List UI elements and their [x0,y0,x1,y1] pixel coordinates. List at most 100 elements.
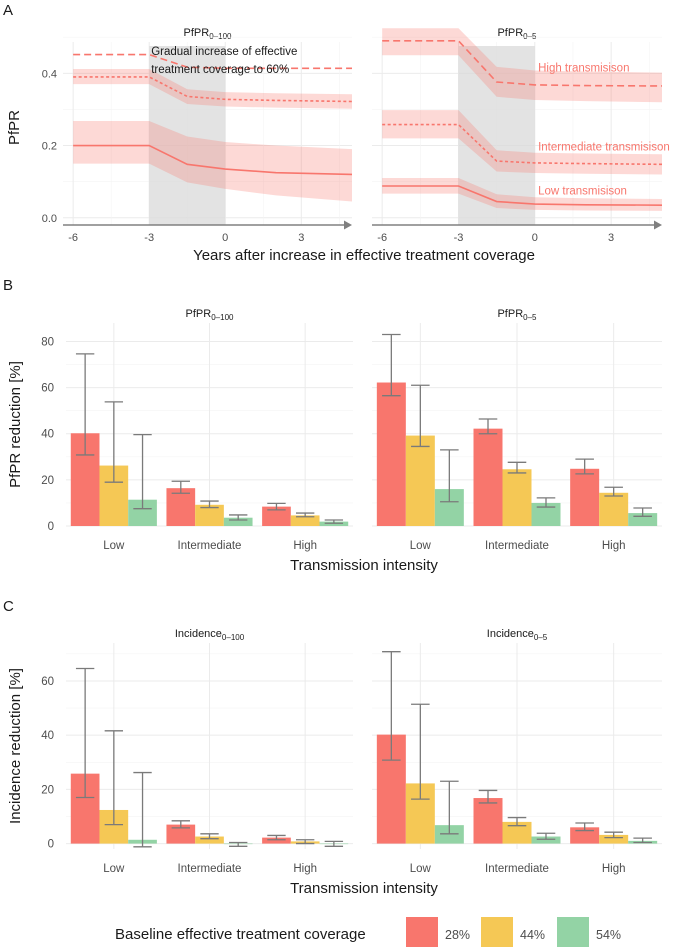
y-tick-label: 40 [41,730,54,742]
facet-a-1: PfPR0–100 Gradual increase of effective tr… [42,27,353,244]
annotation-line: treatment coverage to 60% [151,64,289,76]
series-label: Intermediate transmisison [538,141,670,153]
facet-c-2: Incidence0–5 Low Intermediate High [372,628,662,875]
y-tick-label: 0 [48,839,54,851]
panel-a: A PfPR PfPR0–100 Gradual increase of effect… [3,2,670,264]
x-tick-label: Low [410,863,432,875]
y-tick-label: 20 [41,475,54,487]
x-tick-label: High [293,863,317,875]
y-tick-label: 60 [41,676,54,688]
bar-high-0 [262,837,291,844]
y-tick-label: 0.4 [42,68,57,80]
facet-title-b-2: PfPR0–5 [497,308,537,322]
panel-label-c: C [3,598,14,615]
series-line-low [382,185,663,206]
x-tick-label: Low [103,863,125,875]
y-tick-label: 80 [41,336,54,348]
bar-intermediate-1 [502,821,532,844]
panel-label-b: B [3,277,13,294]
bar-intermediate-1 [195,836,224,844]
bar-intermediate-0 [166,824,196,844]
bar-high-0 [570,468,600,526]
bar-high-1 [599,834,629,844]
facet-title-b-1: PfPR0–100 [186,308,234,322]
facet-title-a-2: PfPR0–5 [497,27,537,41]
bar-low-0 [376,382,406,526]
ci-band-high [382,28,662,103]
x-tick-label: -3 [454,232,464,244]
x-axis-arrowhead [654,220,662,230]
x-axis-arrowhead [344,220,352,230]
x-tick-label: 0 [222,232,228,244]
shaded-period [149,46,226,225]
y-tick-label: 0.2 [42,141,57,153]
shaded-period [458,46,535,225]
facet-title-a-1: PfPR0–100 [184,27,232,41]
bar-intermediate-2 [531,502,561,526]
panel-c: C Incidence reduction [%] Incidence0–100 Lo… [3,598,662,897]
bar-high-1 [290,515,320,526]
y-axis-title-b: PfPR reduction [%] [7,361,24,488]
x-tick-label: Intermediate [178,863,242,875]
bar-high-0 [570,827,600,844]
legend-label-2: 54% [596,928,621,942]
x-tick-label: High [602,540,626,552]
legend-label-0: 28% [445,928,470,942]
y-tick-label: 0 [48,521,54,533]
bar-high-1 [599,492,629,526]
bar-low-1 [405,435,435,526]
annotation-line: Gradual increase of effective [151,46,297,58]
series-line-intermediate [73,76,353,103]
x-tick-label: Intermediate [485,863,549,875]
x-axis-title-b: Transmission intensity [290,557,438,574]
y-tick-label: 40 [41,429,54,441]
ci-band-intermediate [382,110,662,175]
x-tick-label: High [293,540,317,552]
bar-intermediate-0 [473,428,503,526]
bar-intermediate-0 [166,488,196,526]
x-tick-label: 0 [532,232,538,244]
facet-c-1: Incidence0–100 Low Intermediate High 0 20 40 60 [41,628,353,875]
x-tick-label: High [602,863,626,875]
series-label: High transmisison [538,63,629,75]
facet-title-c-1: Incidence0–100 [175,628,245,642]
facet-a-2: PfPR0–5 High transmisison Intermediate tra… [372,27,670,244]
y-tick-label: 60 [41,383,54,395]
series-line-low [73,144,353,176]
y-tick-label: 0.0 [42,213,57,225]
series-label: Low transmisison [538,185,627,197]
x-axis-title-c: Transmission intensity [290,880,438,897]
x-tick-label: Intermediate [178,540,242,552]
legend-title: Baseline effective treatment coverage [115,926,366,943]
x-tick-label: Intermediate [485,540,549,552]
ci-band-low [73,121,352,202]
x-tick-label: -6 [68,232,78,244]
facet-b-2: PfPR0–5 Low Intermediate High [372,308,662,552]
legend-swatch-2 [557,917,589,947]
legend-swatch-0 [406,917,438,947]
y-axis-title-a: PfPR [6,110,23,145]
x-tick-label: -3 [144,232,154,244]
bar-intermediate-0 [473,798,503,844]
ci-band-intermediate [73,69,352,109]
x-tick-label: 3 [298,232,304,244]
series-line-high [73,53,352,70]
panel-b: B PfPR reduction [%] PfPR0–100 Low Intermedi… [3,277,662,574]
facet-b-1: PfPR0–100 Low Intermediate High 0 20 40 60 80 [41,308,353,552]
x-tick-label: -6 [377,232,387,244]
y-tick-label: 20 [41,784,54,796]
x-axis-title-a: Years after increase in effective treatm… [193,247,535,264]
bar-intermediate-2 [223,517,253,526]
series-line-high [382,40,663,87]
bar-intermediate-1 [195,504,224,526]
bar-high-0 [262,506,291,526]
bar-intermediate-2 [531,836,561,844]
x-tick-label: Low [103,540,125,552]
panel-label-a: A [3,2,13,19]
facet-title-c-2: Incidence0–5 [487,628,548,642]
bar-intermediate-1 [502,469,532,526]
x-tick-label: Low [410,540,432,552]
legend: Baseline effective treatment coverage 28%… [115,917,621,947]
x-tick-label: 3 [608,232,614,244]
